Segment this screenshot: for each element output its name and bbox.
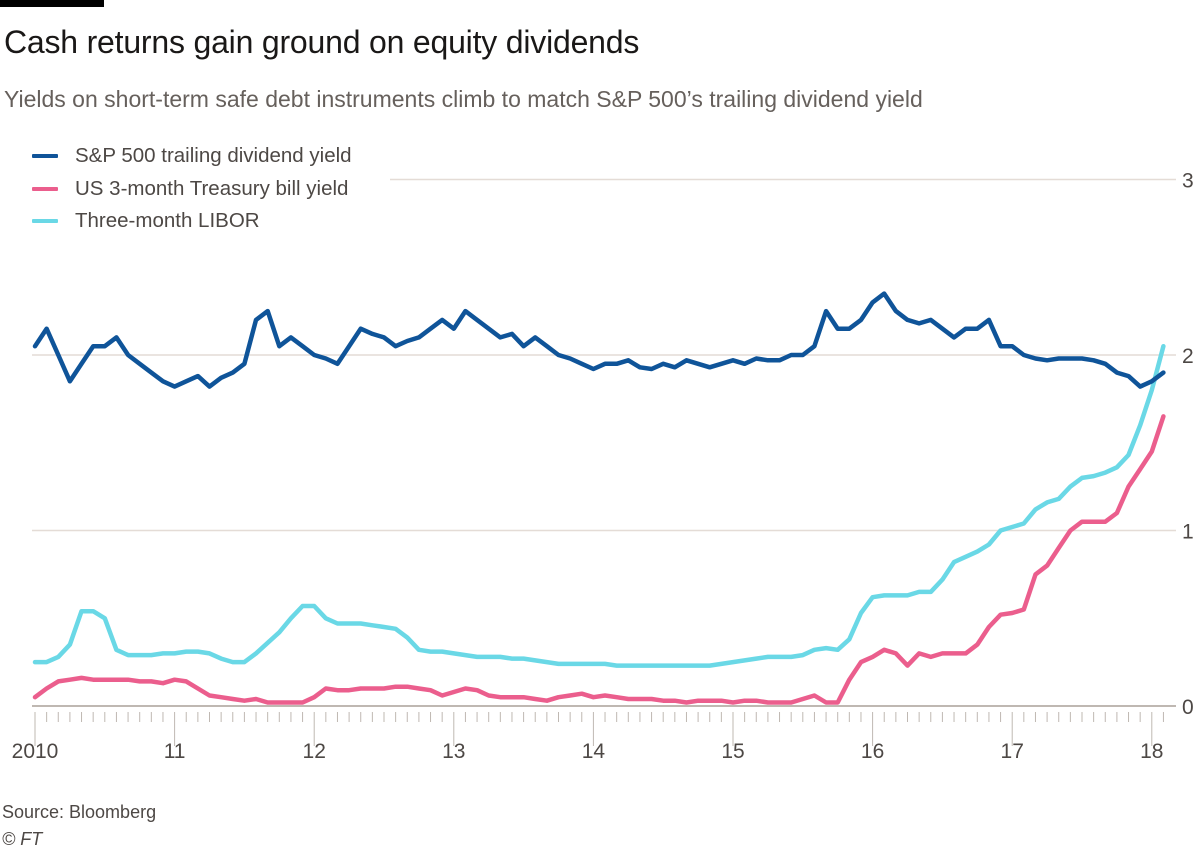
copyright: © FT: [2, 829, 43, 849]
x-tick-label: 13: [442, 740, 465, 763]
legend-item-libor: Three-month LIBOR: [32, 205, 352, 238]
legend-swatch: [32, 154, 58, 159]
legend-label: S&P 500 trailing dividend yield: [75, 144, 352, 168]
legend: S&P 500 trailing dividend yield US 3-mon…: [32, 140, 352, 238]
x-tick-label: 15: [721, 740, 744, 763]
y-tick-label: 3: [1182, 170, 1194, 193]
legend-item-tbill: US 3-month Treasury bill yield: [32, 173, 352, 206]
libor-line: [32, 343, 1166, 668]
x-tick-label: 16: [861, 740, 884, 763]
x-tick-label: 14: [582, 740, 606, 763]
y-tick-label: 1: [1182, 521, 1194, 544]
x-tick-label: 12: [303, 740, 326, 763]
source-note: Source: Bloomberg: [2, 802, 157, 822]
legend-swatch: [32, 186, 58, 191]
sp500-line: [32, 291, 1166, 389]
x-tick-label: 11: [164, 740, 186, 763]
y-tick-label: 2: [1182, 345, 1194, 368]
legend-label: US 3-month Treasury bill yield: [75, 176, 349, 200]
y-tick-label: 0: [1182, 696, 1194, 719]
chart-subtitle: Yields on short-term safe debt instrumen…: [4, 86, 923, 112]
legend-label: Three-month LIBOR: [75, 209, 260, 233]
x-tick-label: 2010: [12, 740, 59, 763]
legend-swatch: [32, 219, 58, 224]
tbill-line: [32, 414, 1166, 705]
chart-title: Cash returns gain ground on equity divid…: [4, 24, 640, 60]
legend-item-sp500: S&P 500 trailing dividend yield: [32, 140, 352, 173]
x-tick-label: 17: [1001, 740, 1024, 763]
x-tick-label: 18: [1140, 740, 1163, 763]
brand-bar: [0, 0, 104, 7]
